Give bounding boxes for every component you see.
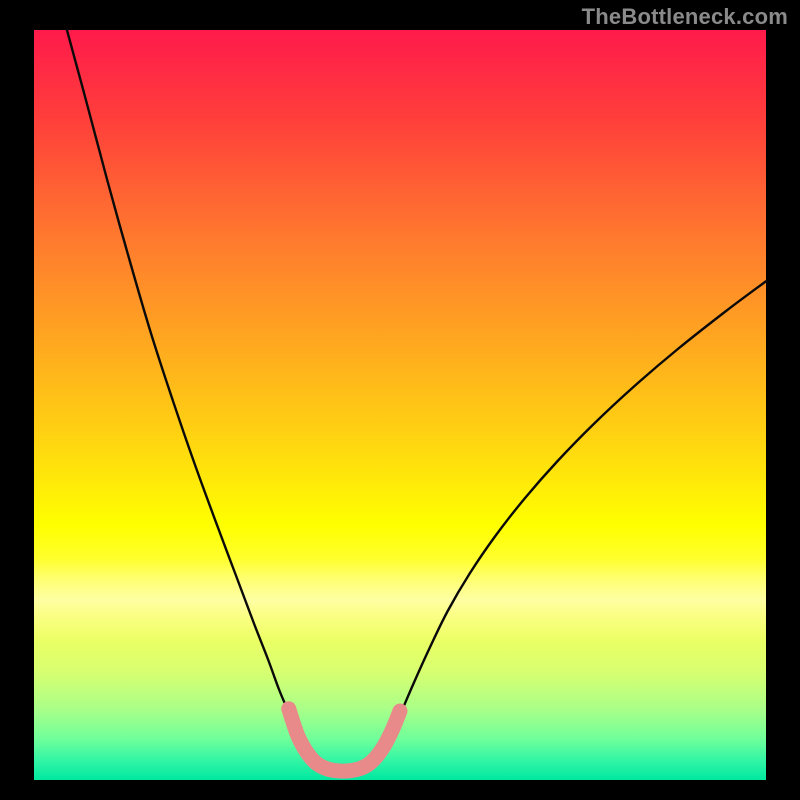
highlight-band <box>34 559 766 642</box>
watermark-text: TheBottleneck.com <box>582 4 788 30</box>
chart-svg <box>0 0 800 800</box>
gradient-background <box>34 30 766 780</box>
